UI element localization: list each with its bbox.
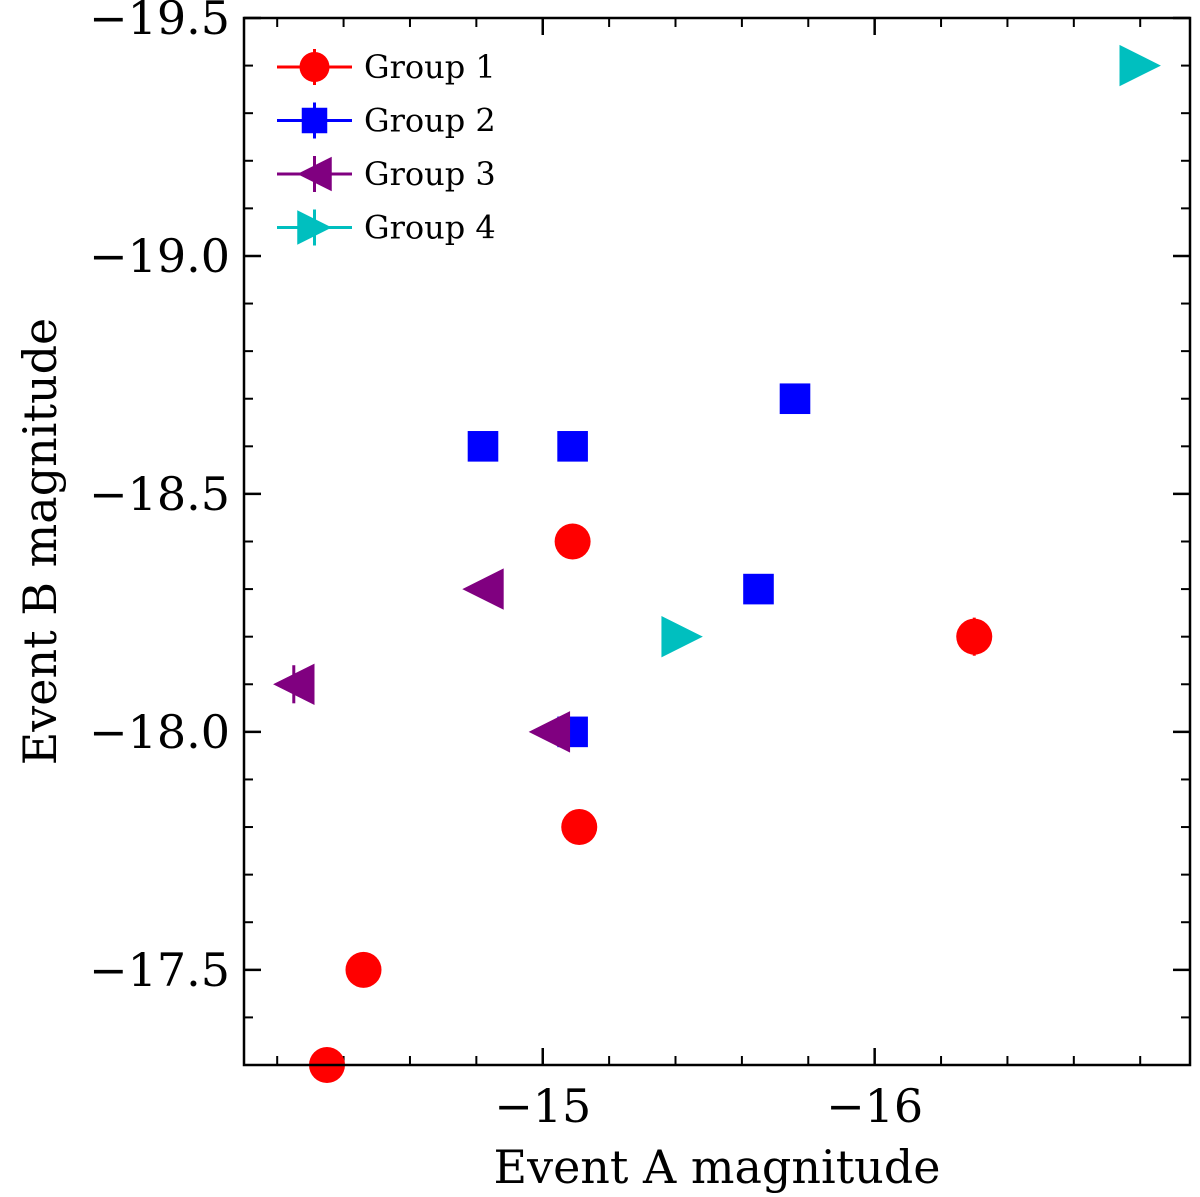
data-point xyxy=(345,951,382,988)
data-point xyxy=(273,663,315,705)
x-axis-label: Event A magnitude xyxy=(494,1140,941,1194)
x-tick-label: −15 xyxy=(494,1079,591,1133)
data-point xyxy=(561,809,598,846)
minor-ticks xyxy=(244,18,1190,1066)
legend-label: Group 2 xyxy=(364,102,496,140)
y-tick-label: −18.0 xyxy=(89,705,230,759)
error-bars xyxy=(292,617,976,704)
data-point xyxy=(779,383,811,415)
legend-marker xyxy=(297,210,332,245)
data-point xyxy=(1119,44,1161,87)
data-point xyxy=(956,618,993,655)
legend: Group 1 Group 2 Group 3 Group 4 xyxy=(277,48,496,247)
legend-marker xyxy=(297,156,332,192)
legend-label: Group 3 xyxy=(364,155,496,193)
y-axis-label: Event B magnitude xyxy=(13,318,67,766)
data-point xyxy=(743,573,774,605)
data-point xyxy=(462,568,504,610)
data-point xyxy=(661,615,703,658)
tick-labels: −15 −16 −17.5 −18.0 −18.5 −19.0 −19.5 xyxy=(89,0,923,1133)
data-point xyxy=(528,711,571,753)
plot-frame xyxy=(242,16,1192,1067)
y-tick-label: −18.5 xyxy=(89,467,230,521)
legend-marker xyxy=(299,52,330,82)
data-point xyxy=(467,431,499,462)
x-tick-label: −16 xyxy=(826,1079,923,1133)
legend-marker xyxy=(301,107,328,134)
legend-label: Group 1 xyxy=(364,48,496,86)
y-tick-label: −17.5 xyxy=(89,943,230,997)
legend-label: Group 4 xyxy=(364,209,496,247)
data-point xyxy=(554,523,591,560)
data-markers xyxy=(273,44,1161,1083)
y-tick-label: −19.5 xyxy=(89,0,230,45)
data-point xyxy=(557,431,588,462)
y-tick-label: −19.0 xyxy=(89,229,230,283)
